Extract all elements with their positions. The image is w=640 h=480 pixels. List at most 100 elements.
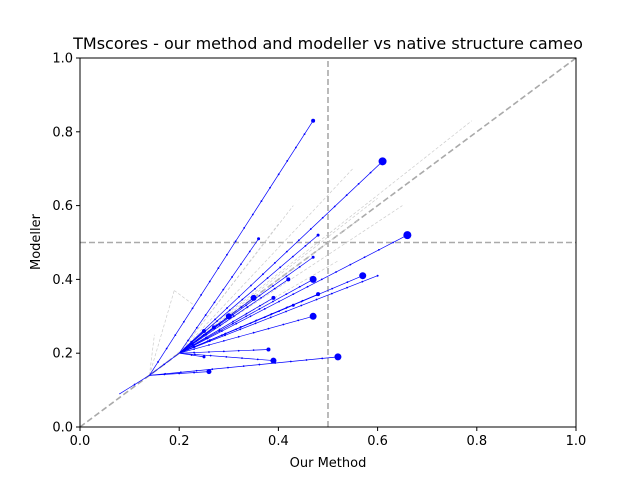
trajectory-point [285, 250, 288, 253]
trajectory-endpoint [378, 157, 387, 166]
trajectory-endpoint [311, 255, 315, 259]
trajectory-point [208, 351, 210, 353]
trajectory-point [249, 322, 252, 325]
trajectory-point [286, 160, 289, 162]
trajectory-point [377, 248, 380, 251]
trajectory-point [256, 358, 259, 361]
trajectory-point [333, 205, 336, 208]
trajectory-point [266, 277, 269, 279]
trajectory-point [219, 324, 222, 327]
trajectory-point [194, 353, 196, 356]
trajectory-point [346, 286, 348, 289]
trajectory-endpoint [316, 292, 321, 297]
trajectory-point [201, 335, 204, 337]
trajectory-endpoint [202, 329, 206, 334]
trajectory-endpoint [225, 313, 232, 320]
trajectory-point [221, 330, 223, 332]
trajectory-point [263, 316, 266, 319]
trajectory-point [228, 309, 231, 312]
trajectory [149, 353, 342, 376]
trajectory-point [241, 298, 244, 301]
trajectory-point [208, 280, 211, 283]
trajectory [179, 295, 276, 354]
trajectory-point [249, 315, 252, 318]
trajectory [179, 275, 317, 354]
trajectory-point [346, 281, 349, 284]
trajectory-line [179, 297, 274, 354]
trajectory-point [240, 263, 242, 266]
trajectory-line [179, 315, 314, 354]
trajectory-point [240, 306, 243, 308]
trajectory-endpoint [271, 295, 276, 300]
trajectory [179, 347, 271, 354]
trajectory-endpoint [202, 355, 206, 359]
trajectory [119, 375, 150, 395]
faded-trajectory [149, 334, 155, 376]
x-tick-label: 0.0 [70, 434, 91, 449]
trajectory [179, 352, 206, 359]
trajectory-point [205, 333, 208, 336]
trajectory-point [321, 216, 324, 219]
trajectory-point [297, 319, 300, 322]
trajectory-point [272, 285, 274, 287]
trajectory-point [232, 315, 235, 318]
trajectory-point [301, 299, 304, 302]
trajectory [179, 277, 291, 354]
trajectory-point [298, 285, 301, 288]
trajectory-point [349, 263, 352, 266]
trajectory-endpoint [270, 357, 277, 364]
trajectory-point [254, 322, 257, 325]
trajectory [179, 274, 379, 354]
faded-trajectory [179, 205, 403, 354]
trajectory-point [222, 288, 225, 291]
trajectory [179, 352, 277, 364]
y-tick-label: 1.0 [52, 52, 73, 67]
x-tick-label: 1.0 [566, 434, 587, 449]
trajectory-point [305, 359, 308, 361]
x-tick-label: 0.6 [367, 434, 388, 449]
trajectory-point [234, 240, 237, 243]
trajectory-endpoint [206, 369, 212, 375]
trajectory-point [279, 266, 282, 269]
trajectory-point [200, 294, 203, 296]
trajectory-point [209, 354, 212, 357]
trajectory-point [211, 368, 214, 371]
trajectory-point [259, 304, 261, 307]
trajectory-endpoint [286, 277, 291, 282]
trajectory-point [165, 347, 168, 350]
trajectory-point [174, 334, 177, 337]
x-tick-label: 0.8 [466, 434, 487, 449]
x-axis-label: Our Method [290, 456, 367, 471]
trajectory-point [291, 255, 294, 258]
trajectory-point [250, 284, 252, 287]
trajectory-point [335, 271, 337, 273]
trajectory-point [252, 331, 255, 334]
trajectory-point [216, 320, 218, 322]
axes: 0.0 0.2 0.4 0.6 0.8 1.0 0.0 0.2 0.4 0.6 0.8 1.0 [52, 52, 586, 450]
trajectory-endpoint [309, 275, 317, 283]
trajectory-point [258, 294, 261, 297]
trajectory-point [262, 273, 264, 276]
trajectory-point [204, 314, 207, 316]
trajectory [178, 237, 261, 354]
x-tick-label: 0.2 [169, 434, 190, 449]
trajectory-point [193, 371, 195, 374]
trajectory-point [235, 322, 238, 325]
trajectory-point [289, 360, 292, 363]
trajectory-endpoint [376, 274, 379, 277]
trajectory-point [263, 308, 266, 310]
trajectory-point [285, 310, 287, 313]
trajectory-point [195, 369, 198, 372]
trajectory-point [182, 320, 185, 323]
trajectory-point [285, 293, 288, 296]
trajectory-point [225, 355, 228, 358]
trajectory-point [192, 346, 195, 349]
trajectory-point [238, 295, 240, 298]
trajectory [149, 369, 212, 376]
trajectory-point [213, 301, 216, 304]
trajectory-endpoint [291, 303, 295, 307]
trajectory-line [179, 275, 378, 354]
trajectory-point [300, 304, 303, 307]
trajectory-point [245, 312, 248, 315]
